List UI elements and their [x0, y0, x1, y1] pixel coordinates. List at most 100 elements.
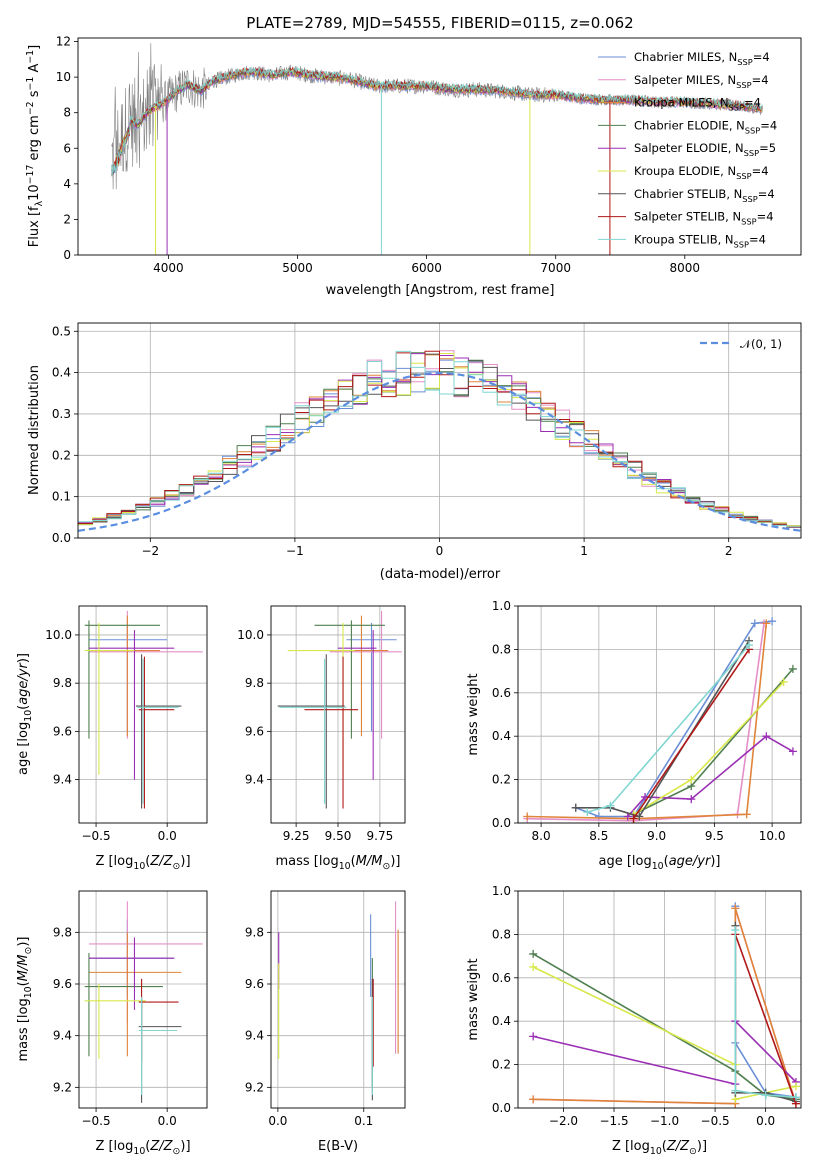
mass-weight-line [575, 640, 750, 818]
legend-label: Salpeter STELIB, NSSP=4 [634, 210, 774, 227]
legend-label: Salpeter MILES, NSSP=4 [634, 73, 769, 90]
y-tick-label: 0.2 [52, 448, 71, 462]
mass-vs-Z-axes: −0.5 0.0 9.2 9.4 9.6 9.8 [53, 890, 208, 1128]
y-tick-label: 0.1 [52, 490, 71, 504]
x-tick-label: 9.5 [705, 829, 724, 843]
y-tick-label: 9.8 [245, 676, 264, 690]
x-tick-label: 8000 [670, 261, 701, 275]
mass-weight-point [779, 677, 788, 686]
y-tick-label: 0.0 [52, 531, 71, 545]
plot-area [78, 350, 801, 532]
x-tick-label: 10.0 [759, 829, 786, 843]
x-tick-label: −1 [286, 544, 304, 558]
legend-label: Chabrier STELIB, NSSP=4 [634, 187, 775, 204]
legend-label: Kroupa STELIB, NSSP=4 [634, 232, 766, 249]
x-axis-label: Z [log10(Z/Z⊙)] [95, 1139, 190, 1157]
y-tick-label: 9.8 [53, 676, 72, 690]
x-tick-label: 0.1 [354, 1114, 373, 1128]
y-tick-label: 9.4 [245, 773, 264, 787]
age-vs-Z-axes: −0.5 0.0 9.4 9.6 9.8 10.0 [45, 605, 208, 843]
x-axis-label: E(B-V) [318, 1139, 358, 1154]
mass-weight-point [571, 803, 580, 812]
mass-weight-point [761, 1090, 770, 1099]
y-tick-label: 4 [63, 177, 71, 191]
mass-weight-point [594, 812, 603, 821]
y-tick-label: 9.4 [53, 1029, 72, 1043]
axes-frame [270, 605, 406, 824]
y-tick-label: 0.0 [492, 816, 511, 830]
mass-vs-ebv-axes: 0.0 0.1 9.2 9.4 9.6 9.8 [245, 890, 406, 1128]
mass-weight-point [529, 1095, 538, 1104]
y-axis-label: mass weight [466, 673, 481, 755]
residual-histogram [78, 352, 801, 528]
x-tick-label: 0.0 [158, 1114, 177, 1128]
mass-weight-point [791, 1093, 800, 1102]
y-axis-label: Normed distribution [27, 365, 42, 495]
plot-area [277, 610, 402, 809]
x-tick-label: 9.50 [325, 829, 352, 843]
chart-title: PLATE=2789, MJD=54555, FIBERID=0115, z=0… [246, 14, 633, 32]
y-tick-label: 10.0 [45, 628, 72, 642]
spectrum-legend: Chabrier MILES, NSSP=4 Salpeter MILES, NS… [598, 50, 777, 249]
axes-frame [77, 322, 802, 539]
x-axis-label: age [log10(age/yr)] [598, 854, 720, 872]
mass-weight-line [734, 930, 796, 1098]
x-tick-label: −2.0 [549, 1114, 578, 1128]
mass-weight-line [734, 934, 797, 1104]
x-tick-label: 8.0 [532, 829, 551, 843]
y-tick-label: 0.2 [492, 773, 511, 787]
mass-weight-point [731, 926, 740, 935]
x-tick-label: 2 [725, 544, 733, 558]
y-tick-label: 9.4 [245, 1029, 264, 1043]
y-tick-label: 2 [63, 212, 71, 226]
y-tick-label: 0.6 [492, 686, 511, 700]
x-axis-label: (data-model)/error [380, 567, 501, 582]
x-tick-label: −0.5 [701, 1114, 730, 1128]
axes-frame [517, 605, 802, 824]
mass-weight-point [687, 795, 696, 804]
x-tick-label: 7000 [540, 261, 571, 275]
mass-weight-point [788, 664, 797, 673]
residual-legend: 𝒩(0, 1) [700, 337, 782, 351]
y-tick-label: 9.8 [245, 925, 264, 939]
y-tick-label: 9.6 [53, 977, 72, 991]
mass-weight-point [629, 814, 638, 823]
mass-weight-point [523, 812, 532, 821]
x-tick-label: 8.5 [589, 829, 608, 843]
y-tick-label: 9.8 [53, 925, 72, 939]
x-tick-label: −2 [141, 544, 159, 558]
y-tick-label: 0.0 [492, 1101, 511, 1115]
y-tick-label: 0.6 [492, 971, 511, 985]
y-tick-label: 12 [56, 35, 71, 49]
y-axis-label: Flux [fλ10−17 erg cm−2 s−1 A−1] [25, 45, 45, 247]
y-tick-label: 10 [56, 70, 71, 84]
y-tick-label: 9.6 [245, 977, 264, 991]
mass-weight-point [529, 962, 538, 971]
mass-weight-point [731, 904, 740, 913]
model-spectrum-line [111, 66, 763, 176]
x-tick-label: −1.5 [599, 1114, 628, 1128]
normal-reference-curve [78, 371, 801, 532]
y-tick-label: 0.4 [52, 366, 71, 380]
y-axis-label: age [log10(age/yr)] [16, 653, 34, 775]
x-axis-label: mass [log10(M/M⊙)] [276, 854, 401, 872]
y-tick-label: 0.8 [492, 927, 511, 941]
mass-weight-point [788, 747, 797, 756]
x-tick-label: 0.0 [158, 829, 177, 843]
mass-weight-point [731, 1086, 740, 1095]
y-axis-label: mass weight [466, 958, 481, 1040]
x-tick-label: −1.0 [650, 1114, 679, 1128]
mass-weight-point [791, 1082, 800, 1091]
y-tick-label: 1.0 [492, 599, 511, 613]
x-tick-label: 6000 [411, 261, 442, 275]
y-tick-label: 10.0 [237, 628, 264, 642]
plot-area [111, 43, 763, 255]
mass-weight-point [529, 949, 538, 958]
mass-weight-line [527, 623, 768, 820]
y-axis-label: mass [log10(M/M⊙)] [16, 937, 34, 1062]
axes-frame [78, 890, 208, 1109]
x-axis-label: Z [log10(Z/Z⊙)] [95, 854, 190, 872]
mass-weight-point [529, 1032, 538, 1041]
x-tick-label: 9.25 [283, 829, 310, 843]
y-tick-label: 0.4 [492, 729, 511, 743]
